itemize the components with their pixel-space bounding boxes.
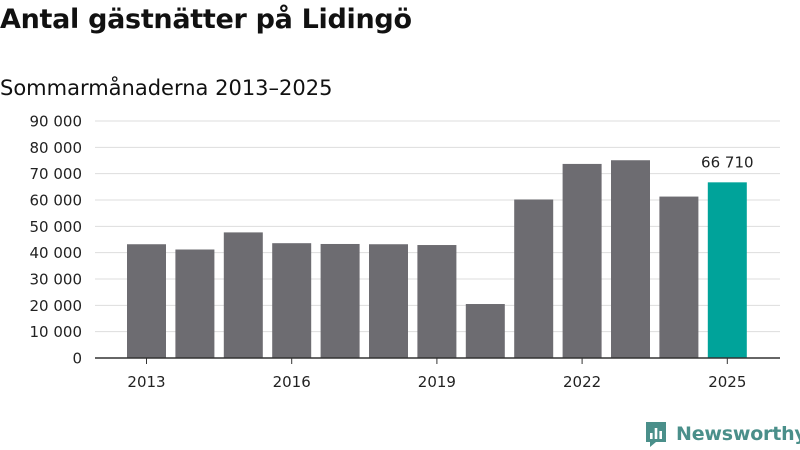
chart-subtitle: Sommarmånaderna 2013–2025 [0, 76, 333, 100]
chart-title: Antal gästnätter på Lidingö [0, 4, 412, 35]
bar-2017 [320, 243, 360, 358]
brand-name: Newsworthy [676, 423, 800, 445]
y-tick-label: 30 000 [30, 271, 83, 289]
y-tick-label: 40 000 [30, 244, 83, 262]
bar-2020 [465, 304, 505, 358]
bar-2025 [707, 182, 747, 358]
data-label: 66 710 [701, 153, 754, 171]
bar-2013 [127, 244, 166, 358]
y-tick-label: 90 000 [30, 113, 83, 131]
bar-2024 [659, 196, 699, 358]
newsworthy-logo-icon [646, 422, 666, 447]
x-tick-label: 2025 [708, 373, 746, 391]
bar-2014 [175, 249, 215, 358]
y-tick-label: 70 000 [30, 165, 83, 183]
bar-2018 [369, 244, 408, 358]
brand-logo: Newsworthy [644, 420, 800, 448]
bar-2016 [272, 243, 312, 358]
bar-2015 [223, 232, 263, 358]
bar-2023 [611, 160, 650, 358]
bar-2022 [562, 163, 602, 358]
x-tick-label: 2013 [127, 373, 165, 391]
y-tick-label: 0 [72, 350, 82, 368]
x-tick-label: 2022 [563, 373, 601, 391]
bar-2021 [514, 199, 554, 358]
y-tick-label: 60 000 [30, 192, 83, 210]
y-tick-label: 20 000 [30, 297, 83, 315]
x-tick-label: 2016 [273, 373, 311, 391]
y-tick-label: 80 000 [30, 139, 83, 157]
y-tick-label: 10 000 [30, 323, 83, 341]
y-tick-label: 50 000 [30, 218, 83, 236]
bar-2019 [417, 245, 457, 358]
x-tick-label: 2019 [418, 373, 456, 391]
